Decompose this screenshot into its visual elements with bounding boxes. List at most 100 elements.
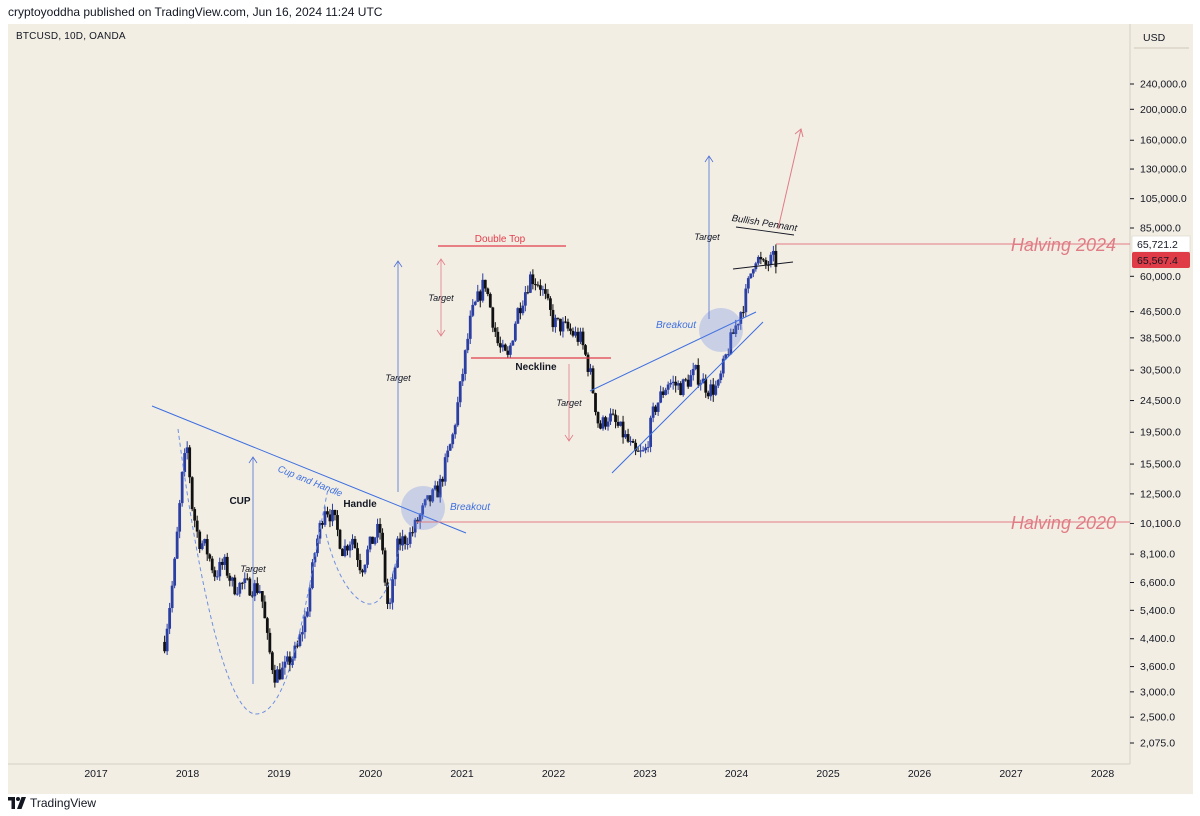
candle-body — [220, 561, 224, 565]
candle-body — [498, 343, 502, 348]
candle-body — [313, 553, 317, 563]
candle-body — [689, 375, 693, 387]
x-tick-label: 2025 — [816, 768, 840, 780]
chart-svg: USD 240,000.0 200,000.0 160,000.0 130,000.0 1… — [8, 24, 1191, 780]
candle-body — [368, 536, 372, 550]
candle-body — [656, 402, 660, 412]
breakout-circle-2023 — [699, 308, 743, 352]
cup-target-label: Target — [240, 564, 266, 574]
candle-body — [654, 406, 658, 412]
current-price-value: 65,567.4 — [1137, 255, 1178, 267]
candle-body — [729, 332, 733, 355]
candle-body — [704, 378, 708, 393]
y-tick-label: 85,000.0 — [1140, 222, 1181, 234]
candle-body — [518, 308, 522, 314]
candle-body — [403, 536, 407, 544]
candle-body — [468, 315, 472, 339]
candle-body — [694, 364, 698, 369]
dt-height-arrowheads — [436, 258, 446, 337]
candle-body — [569, 328, 572, 331]
candle-body — [649, 417, 653, 447]
candle-body — [255, 583, 259, 593]
candle-body — [336, 515, 339, 530]
candle-body — [751, 269, 755, 274]
y-tick-label: 105,000.0 — [1140, 193, 1187, 205]
candle-body — [338, 529, 342, 549]
double-top-label: Double Top — [475, 234, 526, 245]
candle-body — [624, 434, 627, 438]
breakout-circle-2020 — [401, 486, 445, 530]
candle-body — [263, 601, 267, 619]
candle-body — [228, 575, 232, 581]
chart-area[interactable]: USD 240,000.0 200,000.0 160,000.0 130,000.0 1… — [8, 24, 1193, 794]
candle-body — [506, 350, 510, 355]
candle-body — [761, 259, 765, 261]
candle-body — [564, 321, 567, 323]
channel-upper-line — [589, 311, 757, 392]
y-tick-label: 130,000.0 — [1140, 164, 1187, 176]
candle-body — [714, 385, 718, 395]
candle-body — [538, 285, 542, 290]
dt-target-arrowhead — [564, 434, 574, 442]
candle-body — [413, 519, 417, 533]
candle-body — [193, 509, 197, 521]
candle-body — [614, 414, 617, 422]
candle-body — [771, 250, 775, 255]
x-tick-label: 2028 — [1091, 768, 1115, 780]
candle-body — [486, 288, 490, 294]
candle-body — [521, 305, 525, 314]
candle-body — [210, 558, 214, 571]
candle-body — [401, 536, 405, 546]
candle-body — [659, 391, 663, 403]
candle-body — [451, 434, 455, 445]
candle-body — [481, 279, 485, 301]
candle-body — [554, 317, 557, 328]
y-tick-label: 38,500.0 — [1140, 332, 1181, 344]
candle-body — [731, 332, 735, 334]
tradingview-logo[interactable]: TradingView — [8, 796, 96, 810]
candle-body — [764, 260, 768, 265]
candle-body — [709, 384, 713, 397]
candle-body — [423, 499, 427, 506]
symbol-label[interactable]: BTCUSD, 10D, OANDA — [16, 31, 126, 42]
candle-body — [386, 582, 389, 604]
candle-body — [366, 549, 369, 565]
candle-body — [508, 345, 512, 355]
candle-body — [250, 595, 254, 597]
last-price-value: 65,721.2 — [1137, 239, 1178, 251]
candle-body — [531, 274, 535, 285]
candle-body — [631, 440, 635, 443]
candle-body — [473, 301, 477, 305]
candle-body — [576, 331, 580, 342]
candle-body — [230, 577, 234, 581]
candle-body — [381, 532, 384, 551]
candle-body — [323, 511, 327, 525]
candle-body — [203, 539, 207, 544]
breakout-label-2020: Breakout — [450, 502, 491, 513]
y-tick-label: 15,500.0 — [1140, 459, 1181, 471]
candle-body — [446, 450, 450, 458]
candle-body — [175, 531, 179, 559]
candle-body — [621, 421, 625, 438]
candle-body — [606, 421, 610, 427]
candle-body — [744, 288, 748, 313]
y-tick-label: 19,500.0 — [1140, 427, 1181, 439]
candle-body — [280, 667, 284, 680]
candle-body — [523, 292, 527, 306]
candle-body — [321, 522, 324, 525]
candle-body — [361, 570, 364, 573]
breakout-label-2023: Breakout — [656, 320, 697, 331]
candle-body — [591, 368, 595, 394]
candle-body — [285, 656, 289, 662]
candle-body — [270, 652, 274, 671]
candle-body — [383, 550, 387, 583]
candle-body — [626, 434, 630, 442]
y-tick-label: 12,500.0 — [1140, 488, 1181, 500]
candle-body — [165, 628, 169, 652]
candle-body — [426, 495, 430, 500]
candle-body — [173, 558, 177, 586]
candle-body — [341, 548, 344, 557]
candle-body — [734, 325, 738, 334]
candle-body — [343, 545, 347, 557]
y-tick-label: 3,000.0 — [1140, 686, 1175, 698]
